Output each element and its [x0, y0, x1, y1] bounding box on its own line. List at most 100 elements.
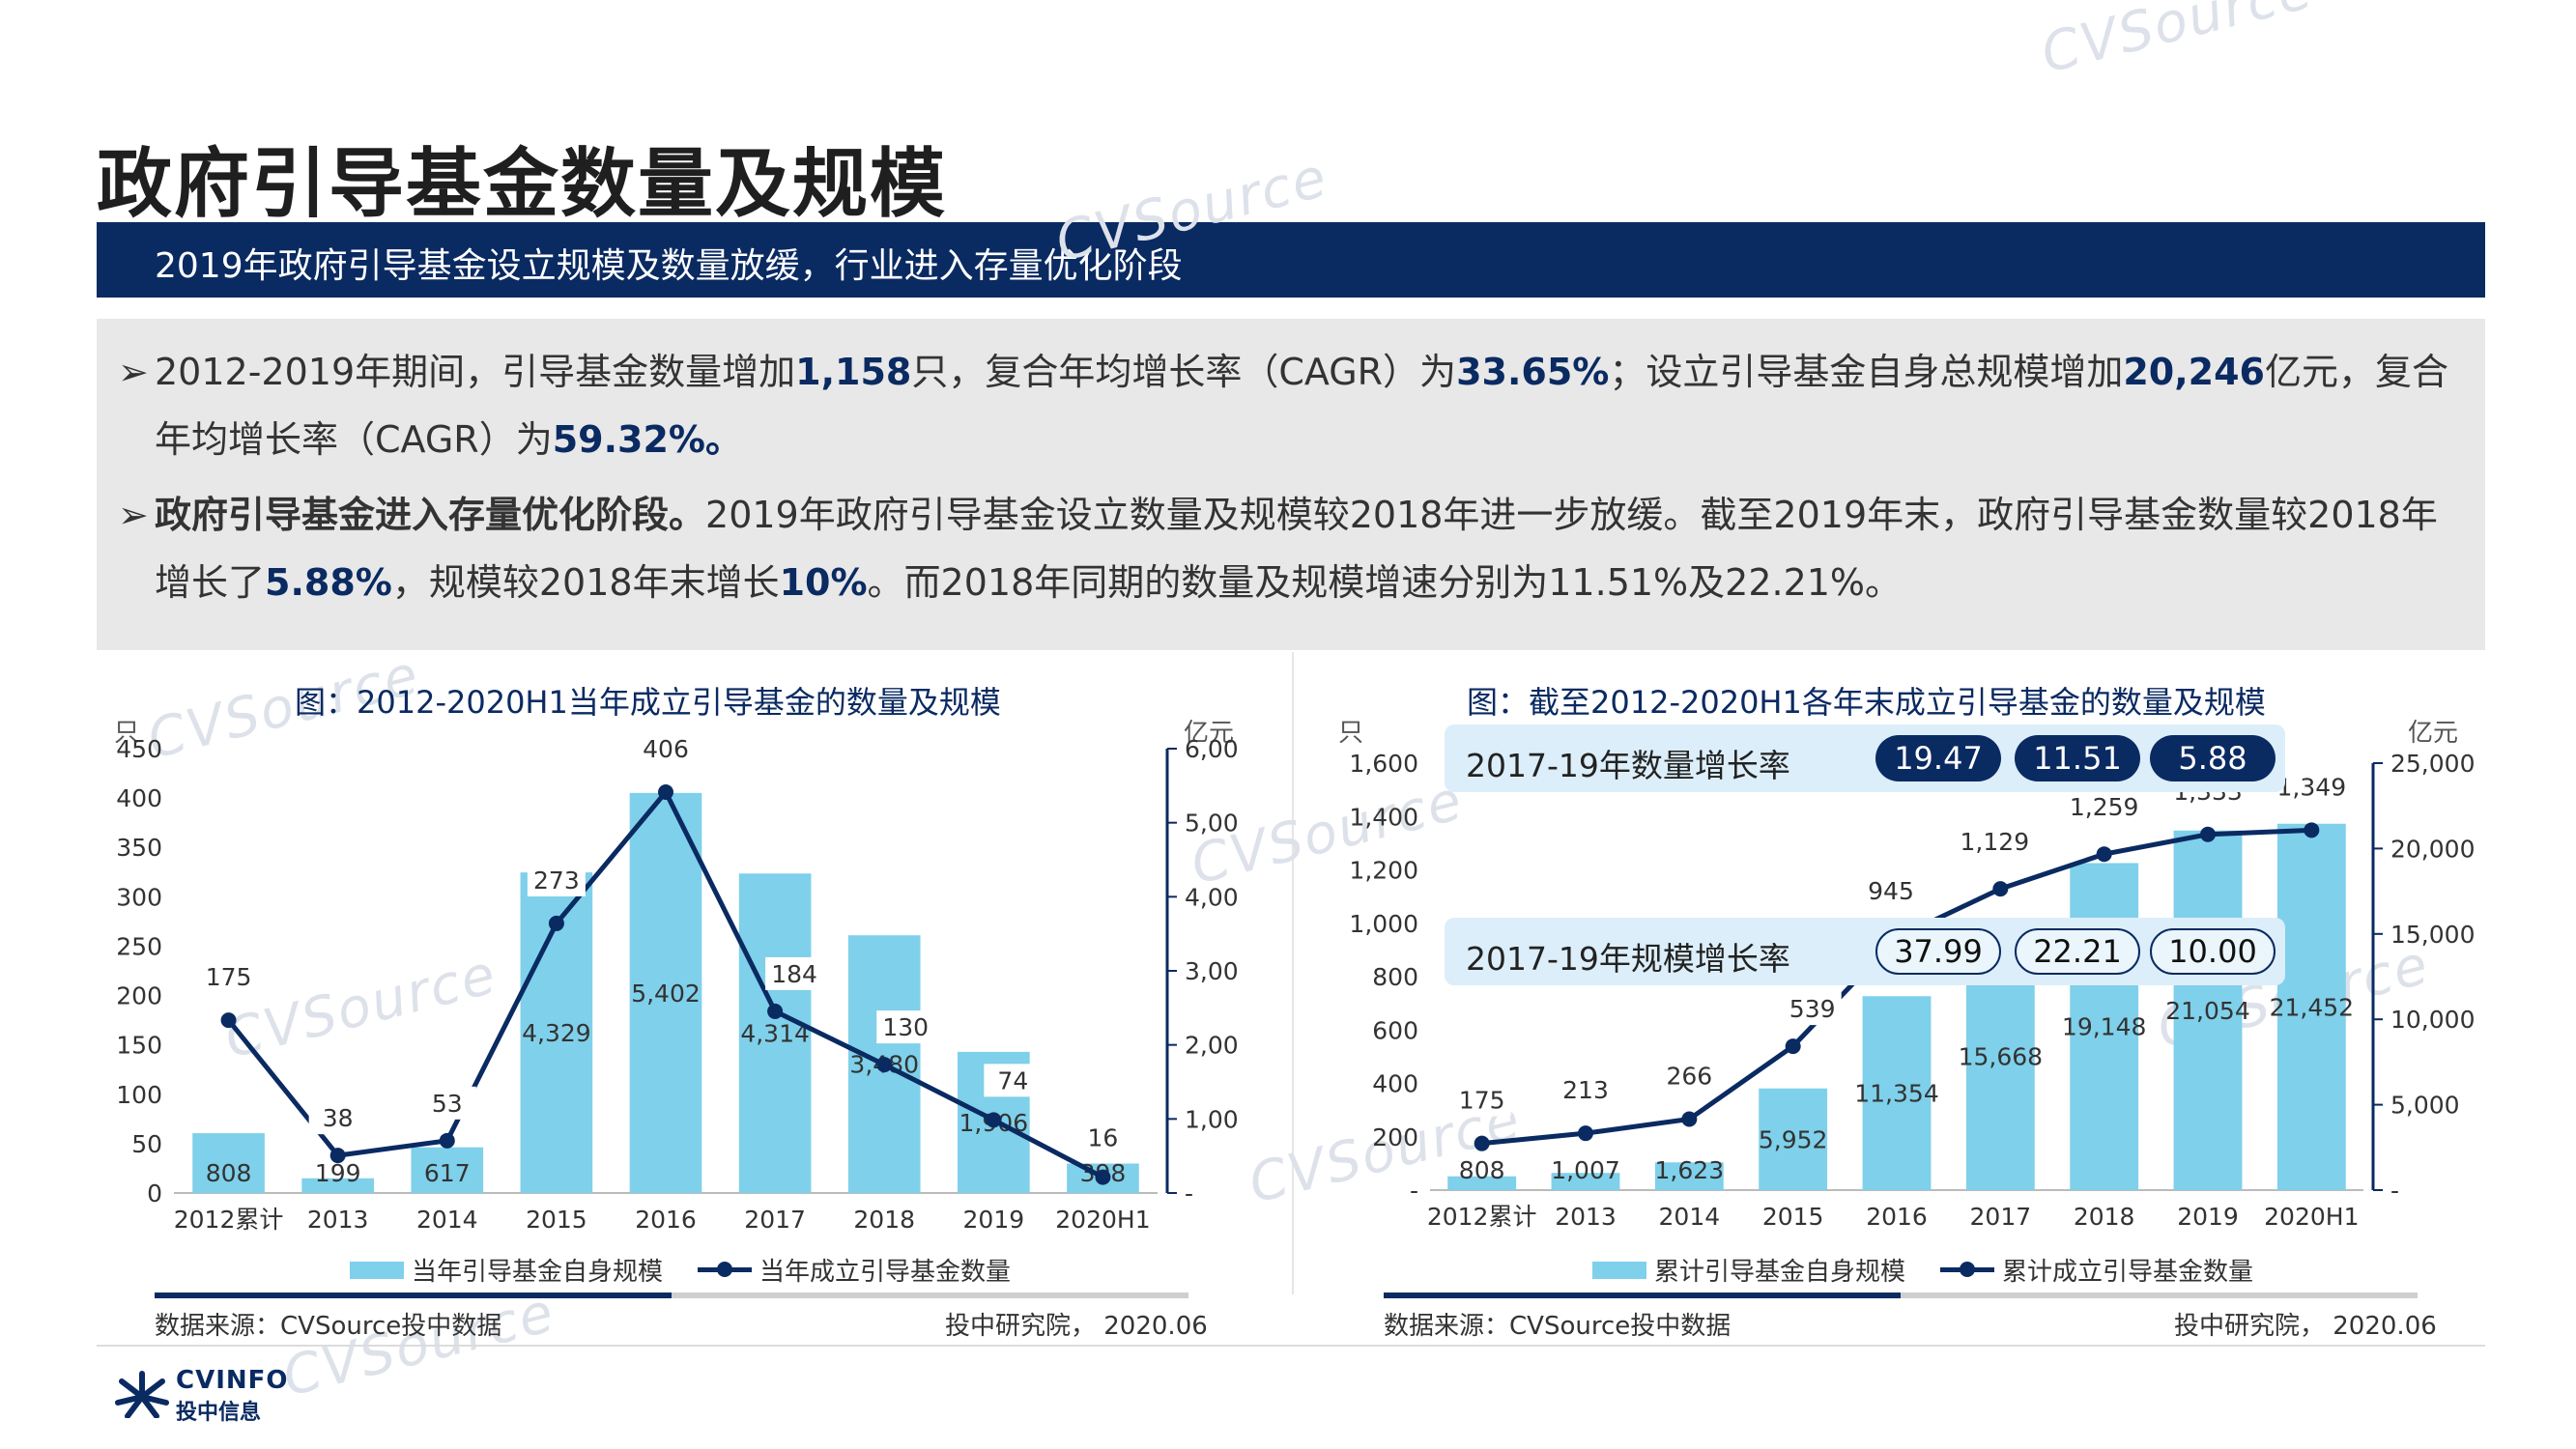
line-point: [2304, 822, 2320, 838]
summary-bullet-text: 2012-2019年期间，引导基金数量增加1,158只，复合年均增长率（CAGR…: [118, 338, 2456, 473]
chart-divider: [1292, 652, 1294, 1294]
line-point: [2096, 846, 2112, 863]
legend-line-marker: [698, 1262, 752, 1277]
line-point: [986, 1112, 1002, 1128]
summary-text-run: 亿元，复合年均增长率（CAGR）为: [155, 351, 2449, 461]
chart-2-credit: 投中研究院， 2020.06: [2174, 1312, 2437, 1341]
logo-text-cn: 投中信息: [176, 1401, 262, 1425]
line-label-bg: [1660, 1059, 1719, 1093]
summary-bullet-text: 政府引导基金进入存量优化阶段。2019年政府引导基金设立数量及规模较2018年进…: [118, 481, 2456, 616]
y-right-tick-label: 10,000: [2390, 1006, 2475, 1034]
bar-value-label: 617: [424, 1159, 471, 1187]
bar: [1862, 996, 1932, 1190]
y-left-tick-label: 1,600: [1349, 750, 1418, 778]
bar-value-label: 5,402: [631, 980, 701, 1008]
bar-value-label: 21,054: [2165, 997, 2249, 1025]
count-growth-box: 2017-19年数量增长率 19.47 11.51 5.88: [1445, 724, 2285, 792]
count-growth-2017: 19.47: [1875, 735, 2001, 781]
line-value-label: 213: [1562, 1076, 1609, 1104]
line-point: [1992, 881, 2009, 897]
line-point: [1095, 1169, 1111, 1185]
line-point: [876, 1057, 893, 1073]
x-tick-label: 2018: [853, 1206, 915, 1234]
y-right-tick-label: 15,000: [2390, 921, 2475, 949]
line-label-bg: [1557, 1073, 1615, 1107]
summary-text-run: 。而2018年同期的数量及规模增速分别为11.51%及22.21%。: [867, 561, 1903, 604]
chart-1-plot: 0 50 100 150 200 250 300 350 400 450 - 1,000 2,000 3,…: [116, 731, 1237, 1234]
line-point: [329, 1148, 346, 1164]
highlight-text: 33.65%: [1456, 351, 1610, 393]
x-tick-label: 2020H1: [2264, 1203, 2359, 1231]
line-value-label: 945: [1868, 877, 1914, 905]
cvinfo-logo-icon: [115, 1371, 169, 1418]
footer-rule-dark: [155, 1293, 672, 1298]
footer-rule-light: [672, 1293, 1188, 1298]
bar-value-label: 1,007: [1551, 1156, 1620, 1184]
bar: [1759, 1088, 1828, 1190]
y-right-tick-label: 6,000: [1185, 735, 1237, 763]
x-tick-label: 2015: [526, 1206, 587, 1234]
footer-divider: [97, 1345, 2485, 1347]
x-tick-label: 2020H1: [1055, 1206, 1150, 1234]
bar-value-label: 19,148: [2062, 1013, 2146, 1041]
summary-panel: ➢ 2012-2019年期间，引导基金数量增加1,158只，复合年均增长率（CAG…: [97, 319, 2485, 650]
x-tick-label: 2017: [1970, 1203, 2032, 1231]
bar-value-label: 199: [315, 1159, 361, 1187]
y-right-tick-label: 3,000: [1185, 957, 1237, 985]
chart-1-right-unit: 亿元: [1184, 719, 1235, 748]
y-left-tick-label: 150: [116, 1032, 162, 1060]
chart-1-credit: 投中研究院， 2020.06: [945, 1312, 1208, 1341]
x-tick-label: 2014: [1659, 1203, 1721, 1231]
y-left-tick-label: 450: [116, 735, 162, 763]
highlight-text: 1,158: [795, 351, 912, 393]
y-left-tick-label: 400: [1372, 1070, 1418, 1098]
line-label-bg: [2282, 770, 2341, 804]
scale-growth-label: 2017-19年规模增长率: [1466, 940, 1790, 978]
bar: [2173, 830, 2243, 1190]
highlight-text: 5.88%: [265, 561, 392, 604]
y-left-tick-label: 200: [116, 982, 162, 1010]
line-label-bg: [2075, 790, 2133, 824]
bar-value-label: 5,952: [1759, 1125, 1828, 1153]
scale-growth-box: 2017-19年规模增长率 37.99 22.21 10.00: [1445, 918, 2285, 985]
headline-text: 2019年政府引导基金设立规模及数量放缓，行业进入存量优化阶段: [155, 246, 1183, 286]
bar-value-label: 808: [1459, 1156, 1505, 1184]
legend-label: 累计引导基金自身规模: [1654, 1258, 1906, 1287]
bar: [1654, 1162, 1724, 1190]
x-tick-label: 2014: [416, 1206, 478, 1234]
x-tick-label: 2018: [2074, 1203, 2135, 1231]
bar-value-label: 11,354: [1854, 1080, 1938, 1108]
line-point: [2200, 826, 2216, 842]
scale-growth-2018: 22.21: [2015, 928, 2140, 975]
line-value-label: 53: [432, 1090, 463, 1118]
line-label-bg: [1073, 1121, 1132, 1154]
x-tick-label: 2015: [1762, 1203, 1824, 1231]
bar-value-label: 808: [206, 1159, 252, 1187]
logo-text-en: CVINFO: [176, 1366, 289, 1395]
y-left-tick-label: 200: [1372, 1123, 1418, 1151]
line-label-bg: [637, 731, 695, 765]
chart-2-source: 数据来源：CVSource投中数据: [1384, 1312, 1732, 1341]
line-value-label: 1,129: [1961, 828, 2030, 856]
line-point: [220, 1012, 237, 1029]
y-right-tick-label: 4,000: [1185, 883, 1237, 911]
y-left-tick-label: 300: [116, 883, 162, 911]
legend-label: 当年引导基金自身规模: [412, 1258, 664, 1287]
x-tick-label: 2012累计: [1427, 1203, 1537, 1231]
line-label-bg: [308, 1101, 367, 1135]
line-value-label: 1,349: [2277, 773, 2347, 801]
footer-rule-light: [1901, 1293, 2418, 1298]
y-left-tick-label: -: [1410, 1177, 1418, 1205]
line-value-label: 74: [997, 1066, 1028, 1094]
x-tick-label: 2013: [1555, 1203, 1617, 1231]
line-value-label: 539: [1789, 995, 1836, 1023]
line-point: [1681, 1111, 1698, 1127]
line-label-bg: [765, 956, 824, 990]
highlight-text: 59.32%。: [552, 418, 742, 461]
line-value-label: 266: [1666, 1063, 1712, 1091]
bar: [2070, 863, 2139, 1190]
count-growth-label: 2017-19年数量增长率: [1466, 747, 1790, 784]
line-value-label: 16: [1088, 1124, 1119, 1152]
legend-bar-swatch: [1592, 1261, 1646, 1279]
line-label-bg: [417, 1086, 476, 1120]
